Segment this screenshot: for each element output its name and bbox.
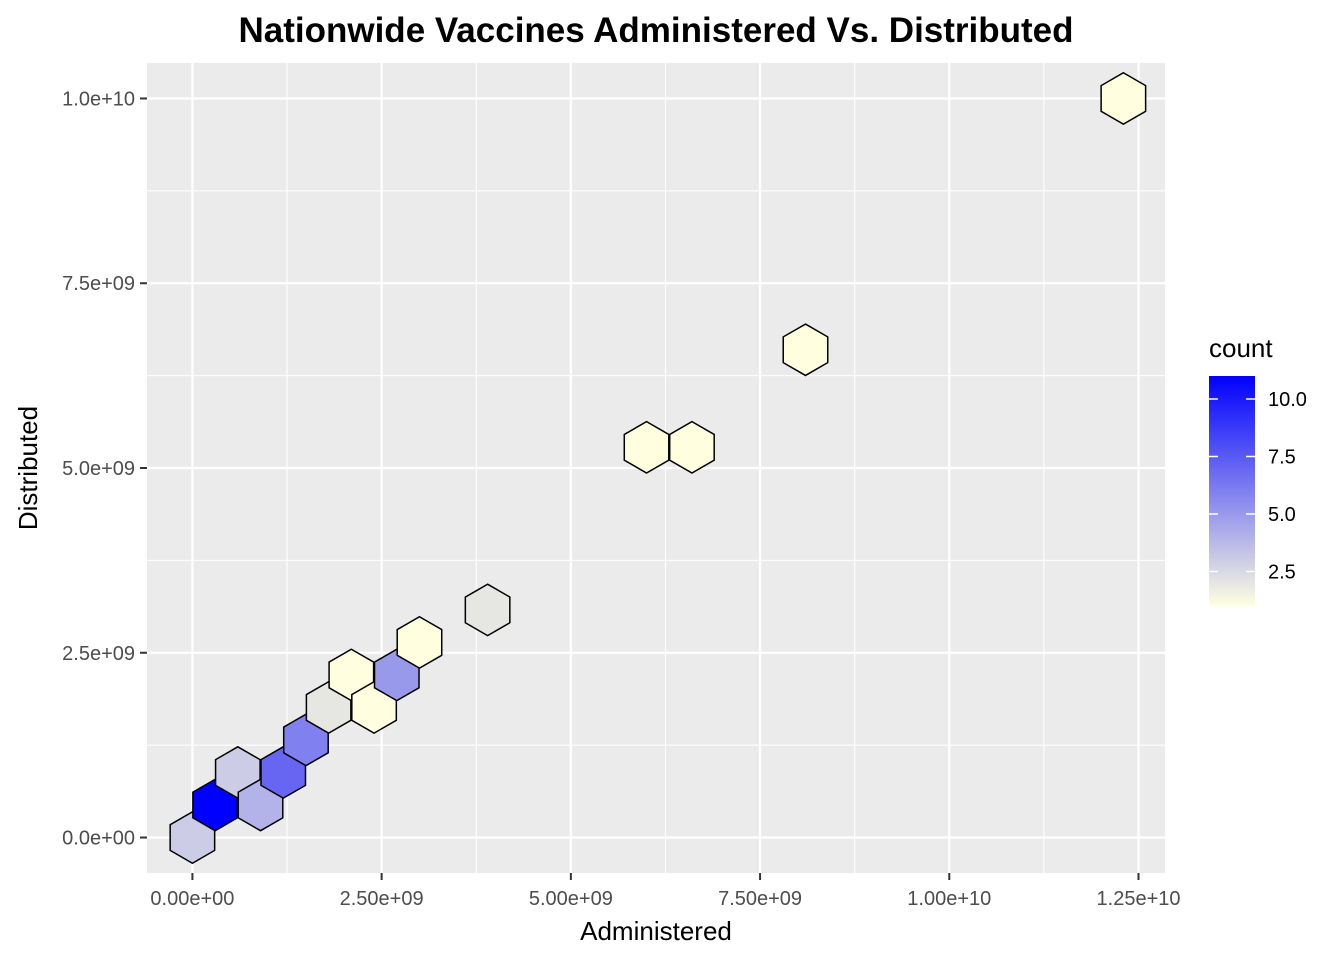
y-tick-label: 5.0e+09 [62, 458, 135, 480]
legend-tick-label: 5.0 [1268, 504, 1296, 526]
hex-bins [169, 71, 1147, 865]
x-axis: 0.00e+00 2.50e+09 5.00e+09 7.50e+09 1.00e+10… [150, 873, 1181, 910]
y-axis-label: Distributed [13, 406, 43, 530]
x-tick-label: 0.00e+00 [150, 888, 234, 910]
hex-bin [464, 583, 511, 637]
y-tick-label: 1.0e+10 [62, 88, 135, 110]
y-tick-label: 2.5e+09 [62, 643, 135, 665]
hex-bin [668, 420, 715, 474]
chart-title: Nationwide Vaccines Administered Vs. Dis… [238, 11, 1073, 50]
x-tick-label: 7.50e+09 [718, 888, 802, 910]
y-axis: 0.0e+00 2.5e+09 5.0e+09 7.5e+09 1.0e+10 [62, 88, 147, 850]
x-tick-label: 2.50e+09 [340, 888, 424, 910]
legend-tick-label: 10.0 [1268, 389, 1307, 411]
hex-bin [1100, 71, 1147, 126]
hex-bin [396, 615, 443, 669]
x-tick-label: 1.25e+10 [1097, 888, 1181, 910]
legend-tick-label: 2.5 [1268, 562, 1296, 584]
legend-colorbar [1209, 376, 1255, 606]
x-tick-label: 1.00e+10 [907, 888, 991, 910]
y-tick-label: 7.5e+09 [62, 273, 135, 295]
hex-bin [782, 323, 829, 377]
x-axis-label: Administered [580, 916, 732, 946]
y-tick-label: 0.0e+00 [62, 828, 135, 850]
legend-tick-label: 7.5 [1268, 447, 1296, 469]
x-tick-label: 5.00e+09 [529, 888, 613, 910]
hex-bin [623, 420, 670, 474]
legend-title: count [1209, 333, 1273, 363]
legend-ticks: 2.5 5.0 7.5 10.0 [1209, 389, 1307, 584]
color-legend: count 2.5 5.0 7.5 10.0 [1209, 333, 1307, 606]
